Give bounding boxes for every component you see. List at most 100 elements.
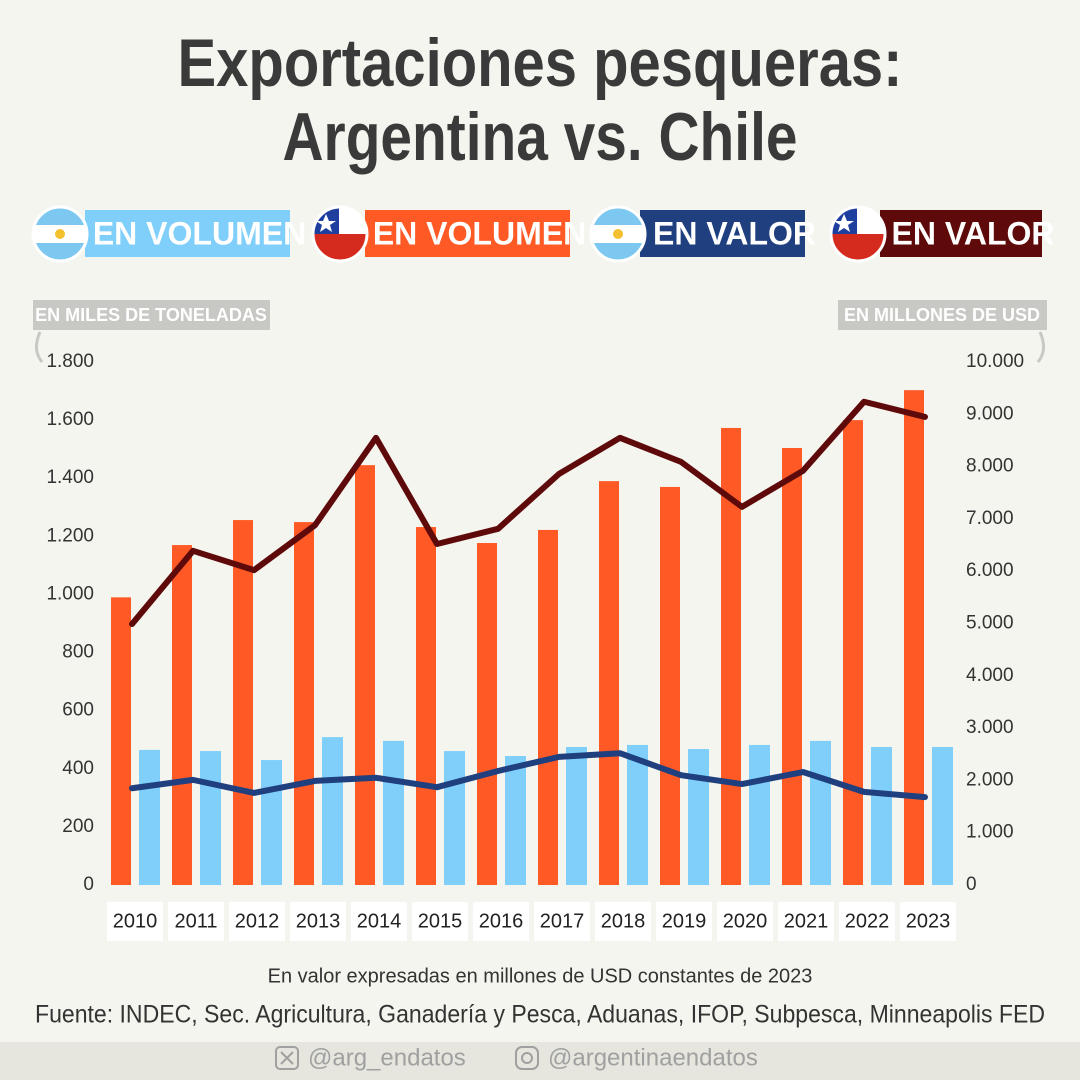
bar xyxy=(477,543,497,885)
bar xyxy=(261,760,282,885)
bar xyxy=(688,749,709,885)
x-label-box xyxy=(717,902,773,941)
x-icon xyxy=(280,1051,294,1065)
bar xyxy=(721,427,741,885)
handle: @arg_endatos xyxy=(308,1044,466,1071)
y2-tick-label: 3.000 xyxy=(966,717,1014,738)
legend-label: EN VOLUMEN xyxy=(93,215,306,251)
x-tick-label: 2011 xyxy=(174,910,217,932)
y2-tick-label: 5.000 xyxy=(966,613,1014,634)
y2-tick-label: 7.000 xyxy=(966,508,1014,529)
y-tick-label: 1.200 xyxy=(46,525,94,546)
bar xyxy=(538,529,558,885)
bar xyxy=(233,520,253,885)
x-label-box xyxy=(412,902,468,941)
x-label-box xyxy=(473,902,529,941)
bar xyxy=(383,740,404,885)
bar xyxy=(566,746,587,885)
bar xyxy=(294,522,314,885)
x-label-box xyxy=(900,902,956,941)
y-tick-label: 400 xyxy=(62,758,94,779)
legend-swatch xyxy=(880,210,1042,257)
y-tick-label: 800 xyxy=(62,642,94,663)
bar xyxy=(904,390,924,885)
flag xyxy=(829,205,887,263)
x-label-box xyxy=(168,902,224,941)
line xyxy=(129,398,928,628)
x-tick-label: 2018 xyxy=(601,910,646,932)
bar xyxy=(139,749,160,885)
flag-border xyxy=(829,205,887,263)
flag-star xyxy=(834,214,854,232)
x-label-box xyxy=(656,902,712,941)
legend-swatch xyxy=(85,210,290,257)
x-label-box xyxy=(595,902,651,941)
bar xyxy=(444,751,465,885)
axis-label-box xyxy=(33,300,270,330)
bar xyxy=(416,527,436,885)
arrow xyxy=(1036,331,1045,363)
flag-sun xyxy=(613,229,623,239)
y-tick-label: 1.800 xyxy=(46,351,94,372)
x-tick-label: 2010 xyxy=(113,910,158,932)
x-tick-label: 2021 xyxy=(784,910,829,932)
bar xyxy=(627,744,648,885)
legend-label: EN VALOR xyxy=(892,215,1055,251)
y-tick-label: 1.600 xyxy=(46,409,94,430)
flag-border xyxy=(31,205,89,263)
source: Fuente: INDEC, Sec. Agricultura, Ganader… xyxy=(35,1001,1045,1029)
y2-tick-label: 10.000 xyxy=(966,351,1024,372)
bar xyxy=(932,746,953,885)
y-tick-label: 1.400 xyxy=(46,467,94,488)
y-tick-label: 600 xyxy=(62,700,94,721)
y-axis-label: EN MILES DE TONELADAS xyxy=(35,305,267,325)
footer xyxy=(0,1042,1080,1080)
x-icon xyxy=(275,1046,299,1070)
legend-swatch xyxy=(365,210,570,257)
x-tick-label: 2022 xyxy=(845,910,890,932)
y2-tick-label: 9.000 xyxy=(966,403,1014,424)
instagram-icon xyxy=(515,1046,539,1070)
x-tick-label: 2013 xyxy=(296,910,341,932)
chart-title: Argentina vs. Chile xyxy=(283,99,798,175)
x-label-box xyxy=(290,902,346,941)
x-tick-label: 2020 xyxy=(723,910,768,932)
note: En valor expresadas en millones de USD c… xyxy=(268,965,813,987)
bar xyxy=(355,465,375,885)
x-label-box xyxy=(778,902,834,941)
flag-border xyxy=(311,205,369,263)
bar xyxy=(810,740,831,885)
chart-title: Exportaciones pesqueras: xyxy=(178,25,903,101)
y-tick-label: 200 xyxy=(62,816,94,837)
flag xyxy=(311,205,369,263)
legend-swatch xyxy=(640,210,805,257)
y2-tick-label: 4.000 xyxy=(966,665,1014,686)
bar xyxy=(200,751,221,885)
x-tick-label: 2019 xyxy=(662,910,707,932)
legend-label: EN VALOR xyxy=(653,215,816,251)
x-tick-label: 2023 xyxy=(906,910,951,932)
x-tick-label: 2015 xyxy=(418,910,463,932)
y2-tick-label: 6.000 xyxy=(966,560,1014,581)
x-label-box xyxy=(229,902,285,941)
y2-tick-label: 1.000 xyxy=(966,822,1014,843)
arrow xyxy=(35,331,44,363)
x-label-box xyxy=(107,902,163,941)
instagram-icon xyxy=(521,1052,533,1064)
x-tick-label: 2012 xyxy=(235,910,280,932)
bar xyxy=(749,744,770,885)
x-tick-label: 2017 xyxy=(540,910,585,932)
bar xyxy=(871,746,892,885)
bar xyxy=(660,486,680,885)
handle: @argentinaendatos xyxy=(548,1044,758,1071)
flag-star xyxy=(316,214,336,232)
y2-tick-label: 8.000 xyxy=(966,456,1014,477)
bar xyxy=(782,448,802,885)
bar xyxy=(111,597,131,885)
flag-sun xyxy=(55,229,65,239)
bar xyxy=(172,545,192,885)
legend-label: EN VOLUMEN xyxy=(373,215,586,251)
x-tick-label: 2016 xyxy=(479,910,524,932)
x-tick-label: 2014 xyxy=(357,910,402,932)
